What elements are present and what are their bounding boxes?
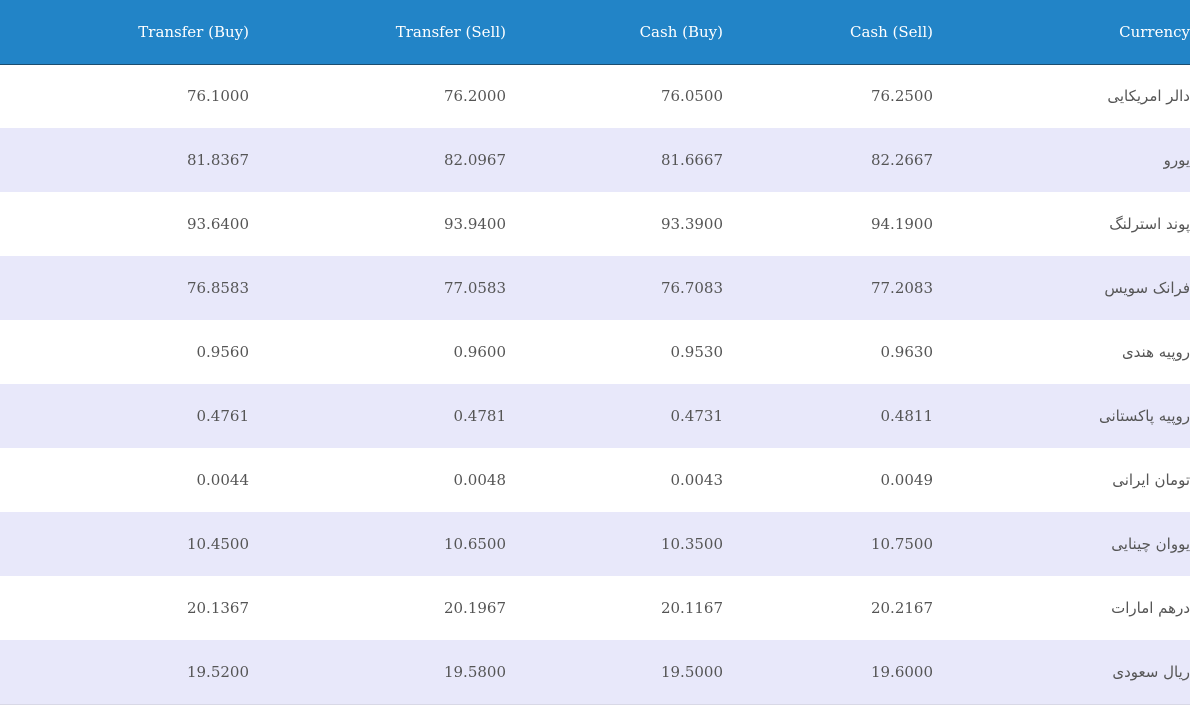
cell-cash-sell: 0.0049	[880, 471, 934, 489]
table-row: 0.4761 0.4781 0.4731 0.4811 روپیه پاکستا…	[0, 384, 1190, 448]
cell-transfer-sell: 0.9600	[453, 343, 507, 361]
table-row: 20.1367 20.1967 20.1167 20.2167 درهم اما…	[0, 576, 1190, 640]
header-row: Transfer (Buy) Transfer (Sell) Cash (Buy…	[0, 0, 1190, 65]
cell-transfer-buy: 76.8583	[186, 279, 249, 297]
cell-transfer-sell: 19.5800	[249, 640, 506, 705]
header-currency: Currency	[933, 0, 1190, 65]
cell-transfer-sell: 93.9400	[443, 215, 506, 233]
cell-transfer-sell: 77.0583	[443, 279, 506, 297]
header-cash-buy: Cash (Buy)	[506, 0, 723, 65]
cell-transfer-buy: 81.8367	[186, 151, 249, 169]
header-transfer-buy: Transfer (Buy)	[0, 0, 249, 65]
cell-transfer-sell: 10.6500	[443, 535, 506, 553]
cell-currency-name: فرانک سویس	[1104, 279, 1190, 297]
cell-cash-buy: 76.0500	[660, 87, 723, 106]
cell-cash-buy: 20.1167	[660, 599, 723, 617]
cell-currency-name: ریال سعودی	[933, 640, 1190, 705]
cell-transfer-sell: 0.0048	[453, 471, 507, 489]
table-row: 76.8583 77.0583 76.7083 77.2083 فرانک سو…	[0, 256, 1190, 320]
cell-transfer-buy: 93.6400	[186, 215, 249, 233]
cell-cash-sell: 20.2167	[870, 599, 933, 617]
cell-transfer-buy: 0.0044	[196, 471, 250, 489]
cell-cash-buy: 93.3900	[660, 215, 723, 233]
table-row: 0.0044 0.0048 0.0043 0.0049 تومان ایرانی	[0, 448, 1190, 512]
cell-currency-name: یورو	[1163, 151, 1190, 169]
table-row: 0.9560 0.9600 0.9530 0.9630 روپیه هندی	[0, 320, 1190, 384]
cell-transfer-sell: 20.1967	[443, 599, 506, 617]
cell-currency-name: دالر امریکایی	[1107, 87, 1190, 106]
cell-cash-buy: 0.0043	[670, 471, 724, 489]
header-cash-sell: Cash (Sell)	[723, 0, 933, 65]
cell-transfer-buy: 0.9560	[196, 343, 250, 361]
table-row: 76.1000 76.2000 76.0500 76.2500 دالر امر…	[0, 64, 1190, 128]
cell-transfer-sell: 76.2000	[443, 87, 506, 106]
cell-cash-buy: 76.7083	[660, 279, 723, 297]
cell-transfer-buy: 10.4500	[186, 535, 249, 553]
header-transfer-sell: Transfer (Sell)	[249, 0, 506, 65]
cell-currency-name: روپیه پاکستانی	[1098, 407, 1190, 425]
table-row: 19.5200 19.5800 19.5000 19.6000 ریال سعو…	[0, 640, 1190, 705]
cell-currency-name: پوند استرلنگ	[1109, 215, 1190, 233]
cell-cash-sell: 19.6000	[723, 640, 933, 705]
cell-cash-buy: 0.4731	[670, 407, 724, 425]
cell-transfer-buy: 0.4761	[196, 407, 250, 425]
cell-cash-buy: 0.9530	[670, 343, 724, 361]
table-row: 81.8367 82.0967 81.6667 82.2667 یورو	[0, 128, 1190, 192]
cell-transfer-buy: 76.1000	[186, 87, 249, 106]
cell-currency-name: تومان ایرانی	[1112, 471, 1190, 489]
table-row: 93.6400 93.9400 93.3900 94.1900 پوند است…	[0, 192, 1190, 256]
cell-currency-name: درهم امارات	[1111, 599, 1190, 617]
cell-cash-buy: 10.3500	[660, 535, 723, 553]
table-header: Transfer (Buy) Transfer (Sell) Cash (Buy…	[0, 0, 1190, 65]
cell-cash-sell: 0.9630	[880, 343, 934, 361]
cell-cash-sell: 10.7500	[870, 535, 933, 553]
cell-cash-sell: 0.4811	[880, 407, 934, 425]
table-body: 76.1000 76.2000 76.0500 76.2500 دالر امر…	[0, 64, 1190, 705]
cell-cash-buy: 19.5000	[506, 640, 723, 705]
cell-currency-name: روپیه هندی	[1121, 343, 1190, 361]
cell-cash-sell: 77.2083	[870, 279, 933, 297]
cell-currency-name: یووان چینایی	[1111, 535, 1190, 553]
cell-cash-sell: 82.2667	[870, 151, 933, 169]
cell-cash-buy: 81.6667	[660, 151, 723, 169]
cell-cash-sell: 76.2500	[870, 87, 933, 106]
cell-transfer-buy: 20.1367	[186, 599, 249, 617]
cell-transfer-sell: 0.4781	[453, 407, 507, 425]
cell-cash-sell: 94.1900	[870, 215, 933, 233]
cell-transfer-buy: 19.5200	[0, 640, 249, 705]
cell-transfer-sell: 82.0967	[443, 151, 506, 169]
table-row: 10.4500 10.6500 10.3500 10.7500 یووان چی…	[0, 512, 1190, 576]
